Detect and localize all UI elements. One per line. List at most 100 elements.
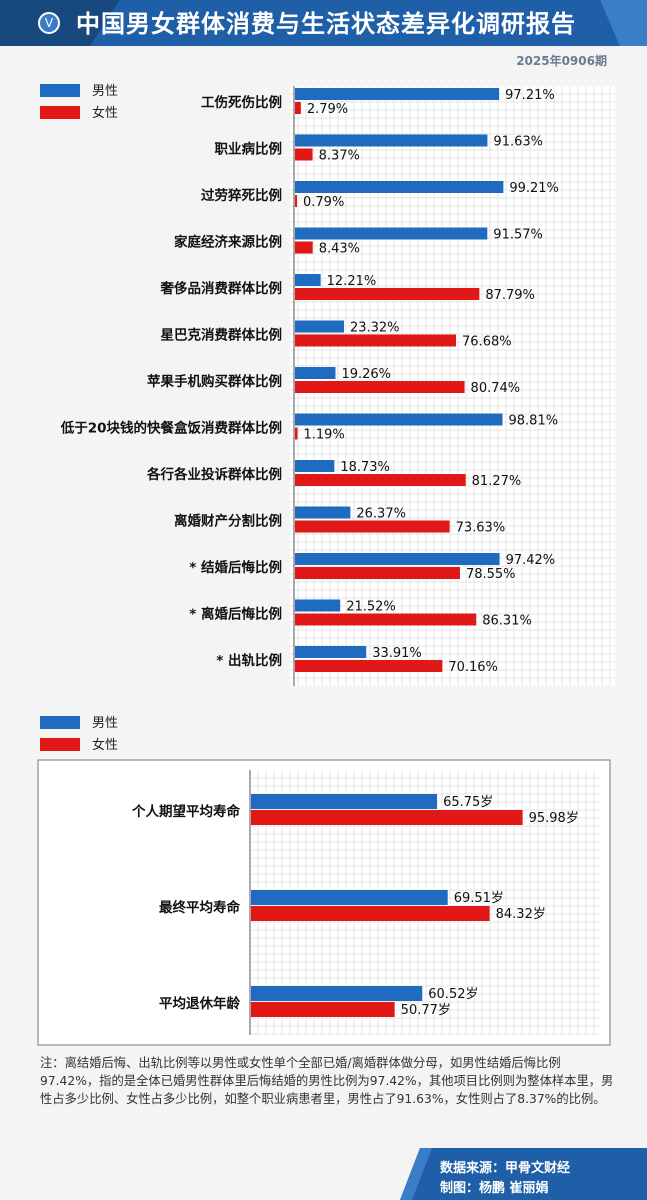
- chart1-bar-female: [295, 288, 480, 300]
- chart1-bar-male: [295, 181, 504, 193]
- chart1-category-label: 奢侈品消费群体比例: [160, 280, 283, 297]
- footnote: 注：离结婚后悔、出轨比例等以男性或女性单个全部已婚/离婚群体做分母，如男性结婚后…: [40, 1056, 614, 1106]
- chart1-data-label: 99.21%: [509, 181, 559, 196]
- chart2-legend-swatch: [40, 716, 80, 729]
- chart1-bar-male: [295, 227, 488, 240]
- chart1-data-label: 18.73%: [340, 460, 390, 475]
- chart1-data-label: 23.32%: [350, 321, 400, 336]
- chart2-bar-male: [251, 986, 423, 1001]
- chart1-category-label: * 出轨比例: [216, 652, 282, 669]
- chart1-data-label: 19.26%: [341, 367, 391, 382]
- chart1-category-label: 工伤死伤比例: [201, 94, 282, 111]
- chart1-data-label: 86.31%: [482, 614, 532, 629]
- chart1-bar-female: [295, 102, 301, 114]
- page-title: 中国男女群体消费与生活状态差异化调研报告: [76, 10, 576, 38]
- chart1-bar-male: [295, 506, 351, 519]
- chart2-data-label: 60.52岁: [428, 987, 478, 1002]
- chart2-bar-female: [251, 906, 490, 921]
- chart1-bar-male: [295, 367, 336, 379]
- chart1-data-label: 91.63%: [493, 135, 543, 150]
- chart1-data-label: 21.52%: [346, 600, 396, 615]
- chart2-data-label: 95.98岁: [529, 811, 579, 826]
- chart1-bar-female: [295, 148, 313, 161]
- chart1-data-label: 80.74%: [471, 381, 521, 396]
- chart1-data-label: 26.37%: [356, 507, 406, 522]
- chart2-bar-male: [251, 794, 438, 809]
- chart2-category-label: 个人期望平均寿命: [131, 803, 240, 820]
- chart1-bar-male: [295, 88, 500, 100]
- chart1-data-label: 12.21%: [327, 274, 377, 289]
- chart1-category-label: 过劳猝死比例: [201, 187, 282, 204]
- chart1-data-label: 33.91%: [372, 646, 422, 661]
- chart1-data-label: 97.42%: [506, 553, 556, 568]
- header-banner: V 中国男女群体消费与生活状态差异化调研报告: [0, 0, 647, 46]
- chart1-bar-male: [295, 553, 500, 565]
- chart1-bar-female: [295, 195, 297, 207]
- chart1-bar-male: [295, 646, 367, 658]
- chart2-data-label: 84.32岁: [496, 907, 546, 922]
- chart1-bar-male: [295, 134, 488, 147]
- chart2-data-label: 65.75岁: [443, 795, 493, 810]
- chart2-data-label: 69.51岁: [454, 891, 504, 906]
- chart1-category-label: 低于20块钱的快餐盒饭消费群体比例: [60, 420, 282, 437]
- chart1-bar-female: [295, 474, 466, 486]
- chart1-bar-female: [295, 567, 460, 579]
- chart1-bar-female: [295, 660, 443, 672]
- chart1-data-label: 87.79%: [485, 288, 535, 303]
- chart1-legend-label: 男性: [92, 84, 118, 99]
- chart1-category-label: 职业病比例: [215, 141, 283, 158]
- verified-badge-icon: V: [38, 12, 60, 34]
- chart1-data-label: 76.68%: [462, 335, 512, 350]
- chart2-category-label: 平均退休年龄: [159, 995, 240, 1012]
- chart2-bar-female: [251, 1002, 395, 1017]
- chart1-category-label: 离婚财产分割比例: [174, 513, 282, 530]
- chart1-legend-label: 女性: [92, 105, 118, 121]
- chart1-data-label: 91.57%: [493, 228, 543, 243]
- chart1-bar-male: [295, 599, 341, 612]
- chart1-data-label: 2.79%: [307, 102, 348, 117]
- chart1-data-label: 70.16%: [448, 660, 498, 675]
- chart2-data-label: 50.77岁: [401, 1003, 451, 1018]
- chart1-bar-female: [295, 334, 457, 347]
- chart1-bar-female: [295, 613, 477, 626]
- chart1-legend-swatch: [40, 106, 80, 119]
- chart1-category-label: * 离婚后悔比例: [189, 606, 282, 623]
- chart1-bar-male: [295, 274, 321, 286]
- data-source: 数据来源：甲骨文财经: [440, 1161, 571, 1176]
- chart1-bar-male: [295, 320, 344, 333]
- chart1-data-label: 81.27%: [472, 474, 522, 489]
- issue-number: 2025年0906期: [516, 54, 607, 68]
- chart1-data-label: 8.43%: [319, 242, 360, 257]
- chart1-data-label: 97.21%: [505, 88, 555, 103]
- chart1-category-label: * 结婚后悔比例: [189, 559, 282, 576]
- chart1-bar-male: [295, 460, 335, 472]
- chart2-legend-label: 女性: [92, 737, 118, 753]
- chart2-bar-male: [251, 890, 448, 905]
- header-background: [0, 0, 647, 46]
- chart2-bar-female: [251, 810, 523, 825]
- chart1-data-label: 73.63%: [456, 521, 506, 536]
- chart1-bar-male: [295, 413, 503, 426]
- chart1-category-label: 家庭经济来源比例: [174, 234, 282, 251]
- chart1-data-label: 78.55%: [466, 567, 516, 582]
- chart1-data-label: 0.79%: [303, 195, 344, 210]
- chart1-bar-female: [295, 427, 298, 440]
- chart1-data-label: 98.81%: [509, 414, 559, 429]
- chart1-data-label: 8.37%: [319, 149, 360, 164]
- chart2-legend-label: 男性: [92, 716, 118, 731]
- chart1-legend-swatch: [40, 84, 80, 97]
- chart1-bar-female: [295, 241, 313, 254]
- footer-banner: 数据来源：甲骨文财经 制图：杨鹏 崔丽娟: [0, 1140, 647, 1200]
- chart1-category-label: 各行各业投诉群体比例: [146, 466, 282, 483]
- chart1-bar-female: [295, 520, 450, 533]
- chart2-category-label: 最终平均寿命: [159, 899, 240, 916]
- chart1-category-label: 星巴克消费群体比例: [161, 327, 283, 344]
- chart-makers: 制图：杨鹏 崔丽娟: [440, 1181, 549, 1196]
- chart2-legend-swatch: [40, 738, 80, 751]
- footer-background: [0, 1140, 647, 1200]
- chart1-data-label: 1.19%: [303, 428, 344, 443]
- chart1-category-label: 苹果手机购买群体比例: [147, 373, 282, 390]
- chart1-bar-female: [295, 381, 465, 393]
